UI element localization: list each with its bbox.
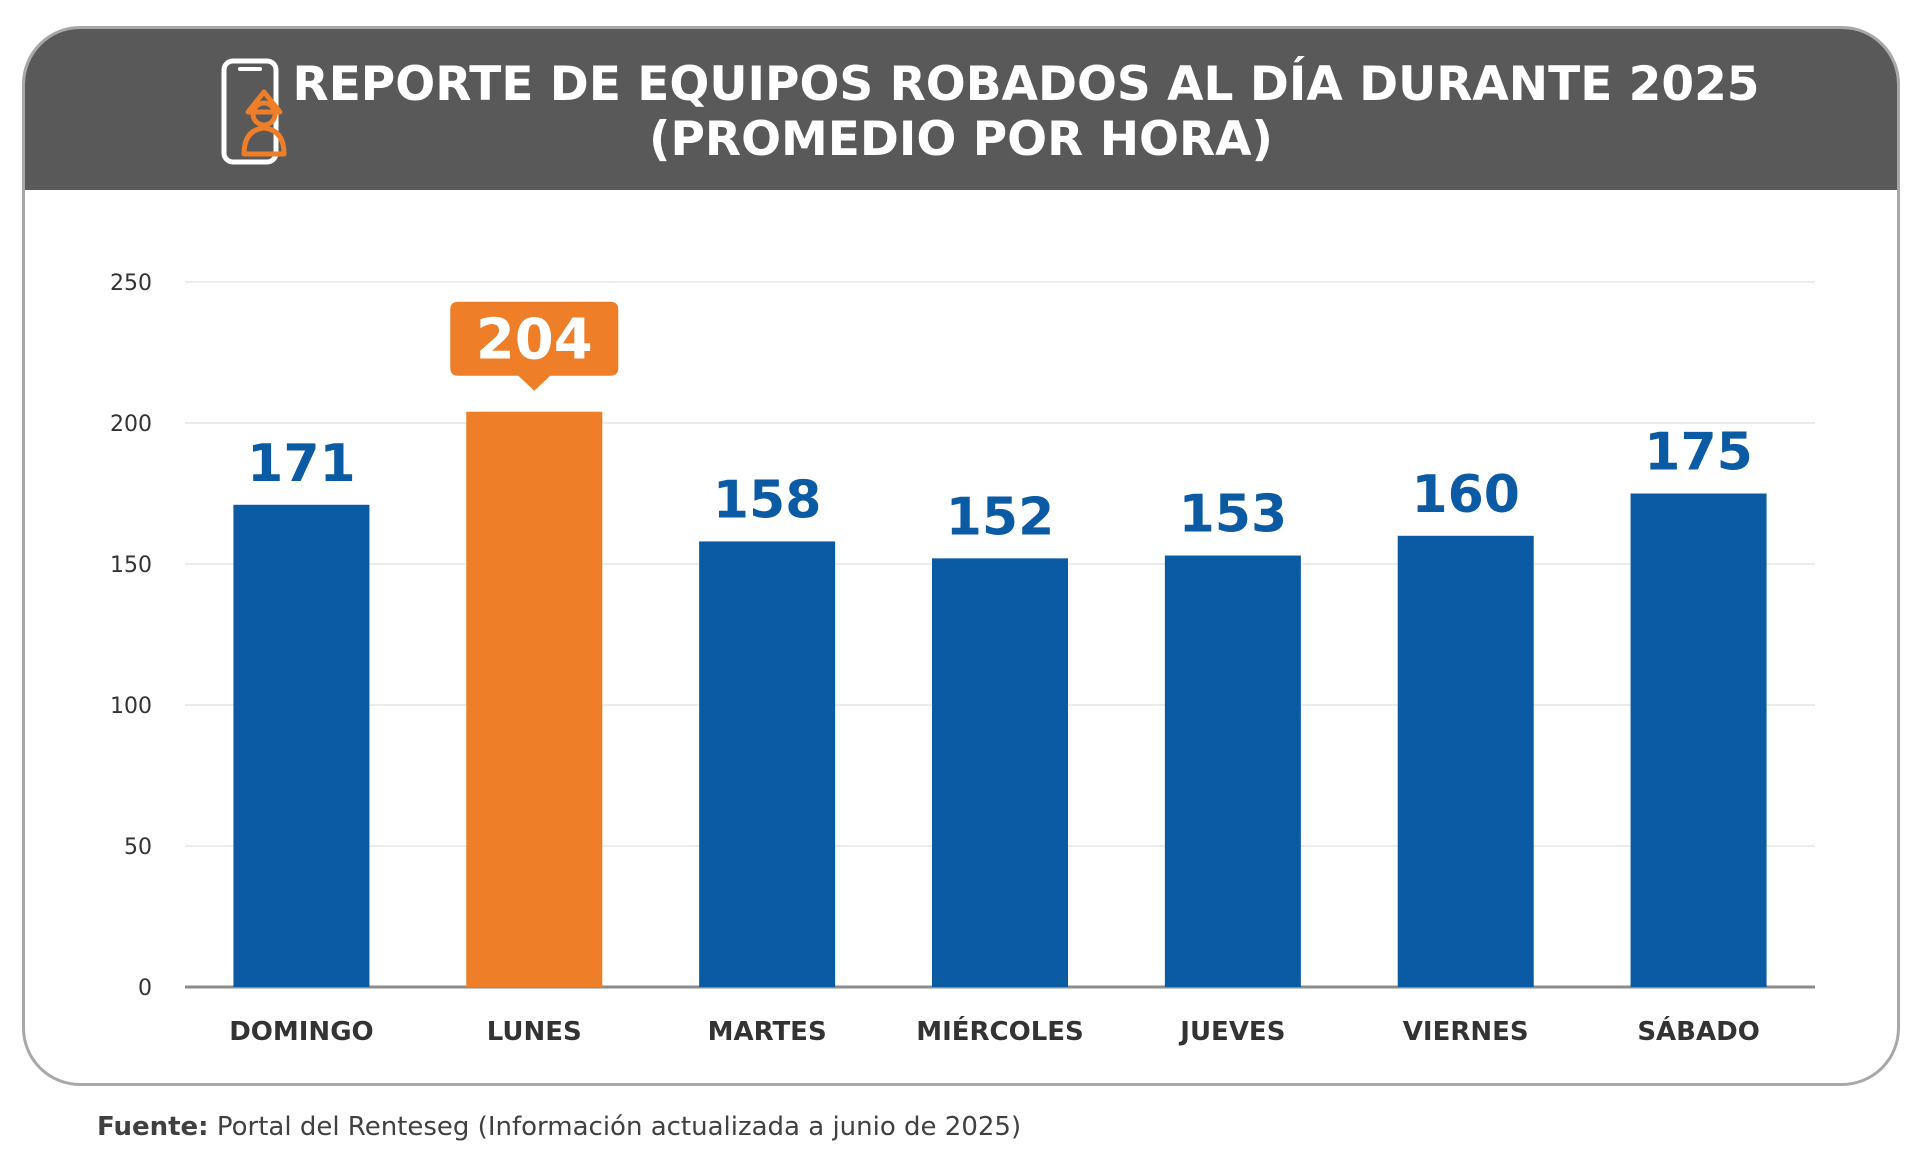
value-callout [450,301,619,391]
y-tick-label: 250 [110,271,152,296]
y-tick-label: 0 [138,976,152,1001]
y-tick-label: 50 [124,835,152,860]
y-tick-label: 200 [110,412,152,437]
y-tick-label: 150 [110,553,152,578]
bar [466,411,603,988]
phone-thief-icon [221,58,287,165]
bar-value-label: 175 [1644,423,1753,483]
bar [699,541,836,987]
x-tick-label: JUEVES [1178,1017,1285,1047]
bar-value-label: 204 [476,308,593,373]
source-note: Fuente: Portal del Renteseg (Información… [97,1112,1021,1142]
y-tick-label: 100 [110,694,152,719]
x-tick-label: DOMINGO [229,1017,373,1047]
bar-value-label: 152 [946,487,1055,547]
bar-chart: 0 50 100 150 200 250 171 DOMINGO 204 LUNES 158 MART… [110,271,1815,1047]
title-line-1: REPORTE DE EQUIPOS ROBADOS AL DÍA DURANT… [292,57,1760,112]
bar [932,558,1068,987]
chart-title: REPORTE DE EQUIPOS ROBADOS AL DÍA DURANT… [25,57,1897,167]
x-tick-label: MARTES [708,1017,827,1047]
x-tick-label: MIÉRCOLES [916,1015,1084,1047]
bar-value-label: 171 [247,434,356,494]
bar [233,504,370,987]
x-tick-label: SÁBADO [1637,1015,1759,1047]
bar-value-label: 153 [1179,485,1288,545]
x-tick-label: LUNES [487,1017,582,1047]
source-text: Portal del Renteseg (Información actuali… [208,1112,1022,1142]
bar [1397,535,1534,987]
source-label: Fuente: [97,1112,209,1142]
header-bar: REPORTE DE EQUIPOS ROBADOS AL DÍA DURANT… [25,29,1897,190]
title-line-2: (PROMEDIO POR HORA) [648,112,1274,167]
bar [1630,493,1767,987]
x-tick-label: VIERNES [1403,1017,1529,1047]
bar-value-label: 160 [1411,465,1520,525]
bar [1164,555,1301,987]
bar-value-label: 158 [713,470,822,530]
